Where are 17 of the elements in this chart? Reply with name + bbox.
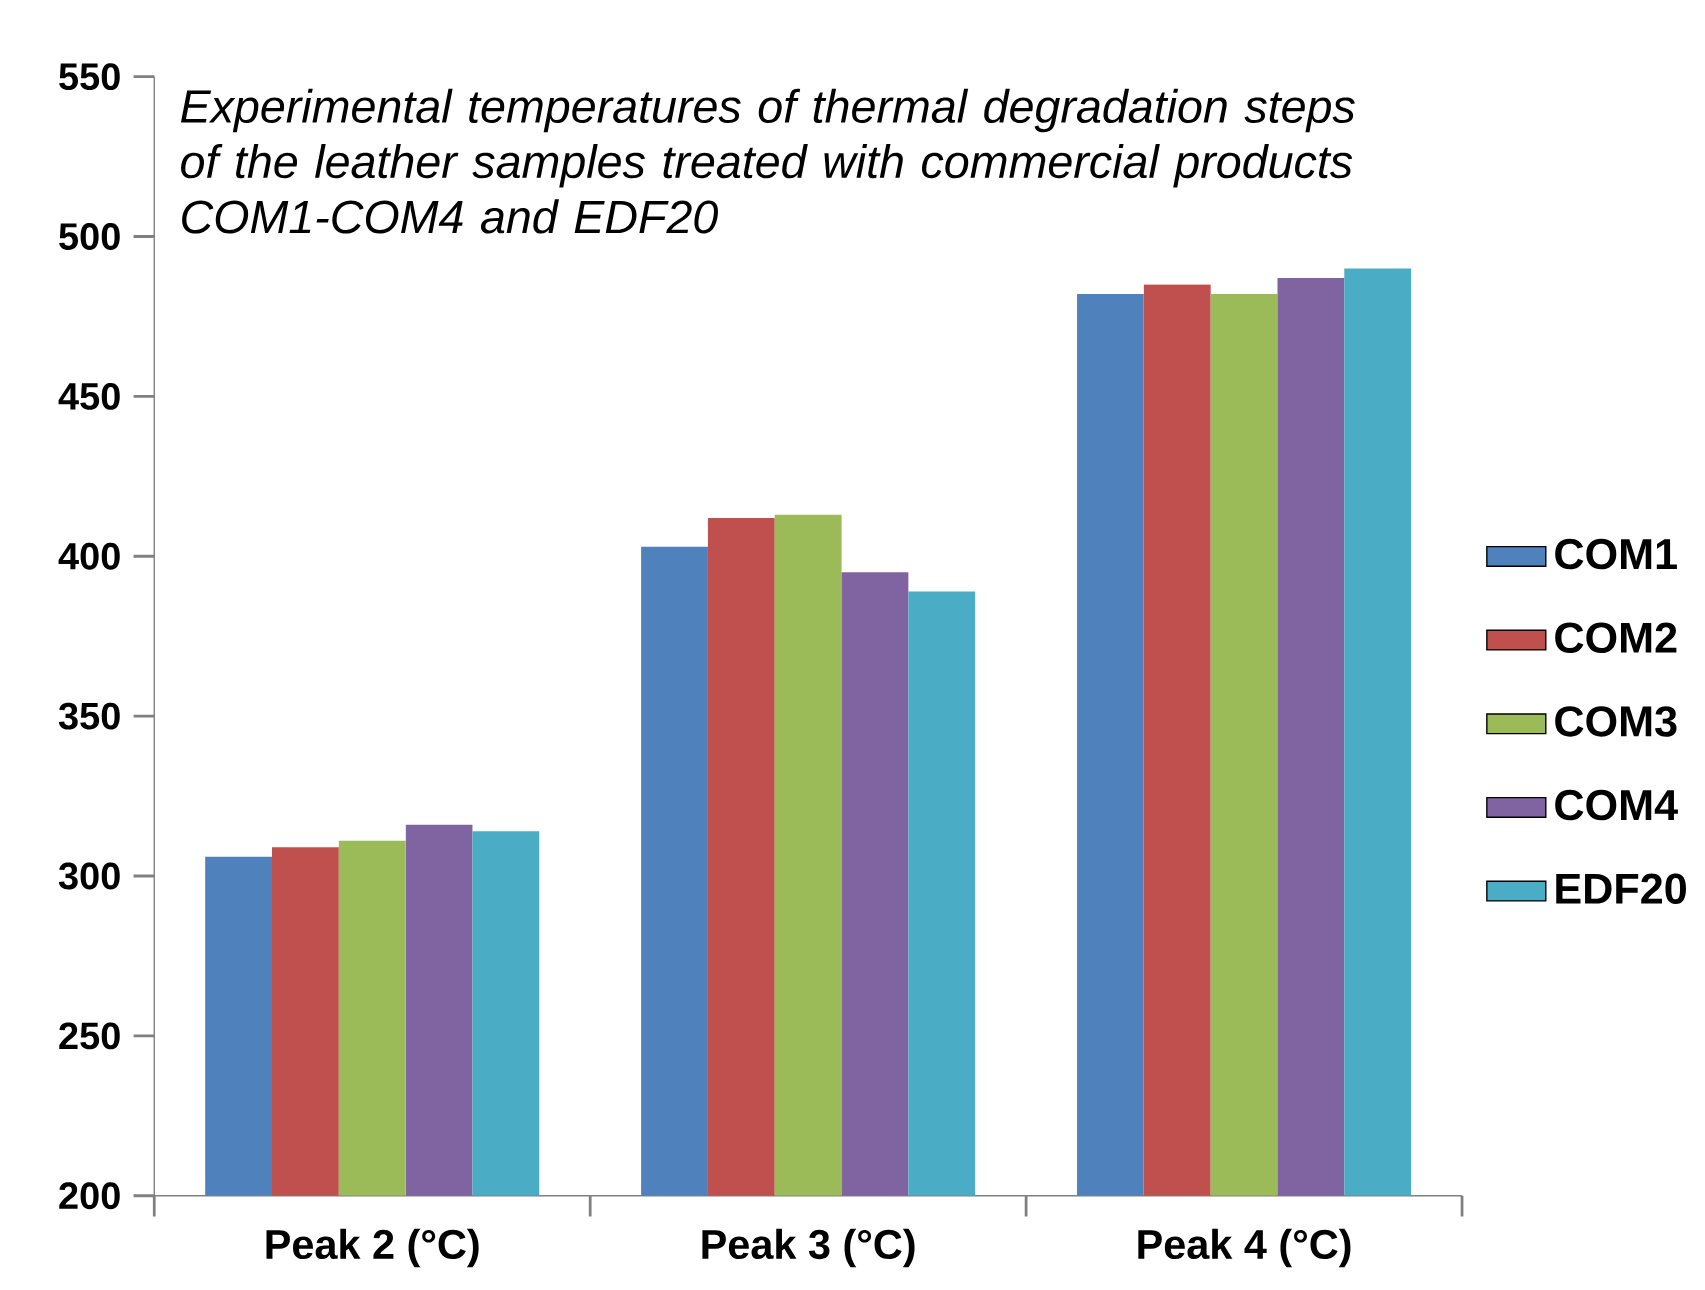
y-tick-label: 450 [58,382,120,410]
legend-label: COM3 [1555,706,1677,737]
legend-label: COM2 [1555,622,1677,653]
y-tick-label: 200 [59,1182,120,1210]
legend-label: EDF20 [1556,873,1686,904]
y-tick-label: 350 [58,702,120,730]
y-tick-label: 550 [59,63,120,91]
legend-label: COM4 [1555,789,1678,821]
text: Experimental temperatures of thermal degradation steps of the leather samples treated with commercial products COM1-COM4 and EDF20 [180,88,1355,234]
x-tick-label: Peak 4 (°C) [1138,1228,1351,1268]
y-tick-label: 400 [58,542,120,570]
legend-label: COM1 [1555,538,1677,570]
x-tick-label: Peak 3 (°C) [702,1228,915,1268]
y-tick-label: 300 [58,862,120,890]
y-tick-label: 500 [59,223,120,250]
y-tick-label: 250 [59,1022,120,1050]
x-tick-label: Peak 2 (°C) [266,1228,479,1268]
